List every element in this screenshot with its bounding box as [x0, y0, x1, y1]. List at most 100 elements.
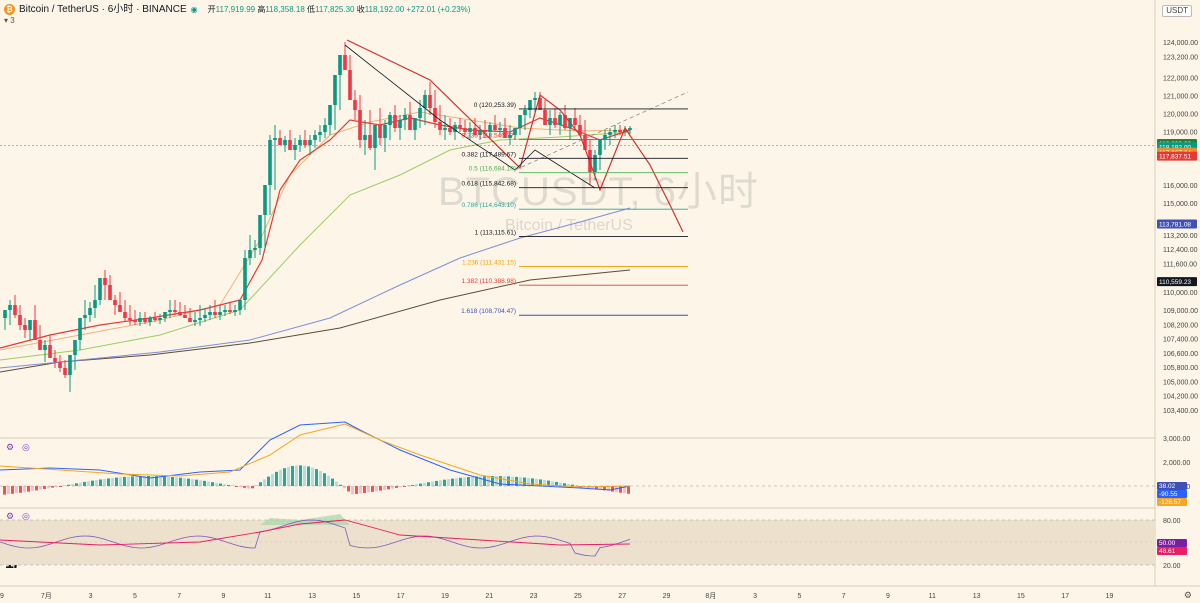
time-axis-label: 9 [886, 593, 890, 600]
candle-body [368, 135, 372, 148]
indicator-count-toggle[interactable]: ▾ 3 [4, 16, 15, 25]
time-axis-label: 3 [753, 593, 757, 600]
candle-body [133, 320, 137, 322]
candle-body [563, 115, 567, 128]
candle-body [283, 140, 287, 145]
price-tick-label: 104,200.00 [1163, 394, 1198, 401]
macd-histogram-bar [91, 480, 94, 486]
candle-body [388, 115, 392, 125]
candle-body [263, 185, 267, 215]
candle-body [593, 155, 597, 172]
macd-histogram-bar [231, 485, 234, 486]
currency-button[interactable]: USDT [1162, 5, 1192, 17]
candle-body [98, 278, 102, 300]
candle-body [58, 362, 62, 368]
macd-histogram-bar [11, 486, 14, 494]
price-tick-label: 113,200.00 [1163, 233, 1198, 240]
macd-histogram-bar [67, 484, 70, 486]
macd-histogram-bar [27, 486, 30, 492]
visibility-eye-icon[interactable]: ◉ [190, 4, 198, 14]
macd-histogram-bar [335, 481, 338, 486]
candle-body [103, 278, 107, 285]
candle-body [373, 125, 377, 148]
macd-histogram-bar [383, 486, 386, 490]
time-axis-label: 13 [308, 593, 316, 600]
symbol-title[interactable]: Bitcoin / TetherUS · 6小时 · BINANCE [19, 3, 187, 15]
time-axis-label: 23 [530, 593, 538, 600]
settings-gear-icon[interactable]: ⚙ [1183, 590, 1192, 600]
macd-histogram-bar [187, 478, 190, 486]
price-tick-label: 105,000.00 [1163, 379, 1198, 386]
macd-histogram-bar [359, 486, 362, 494]
candle-body [463, 128, 467, 132]
indicator-count: 3 [10, 16, 15, 25]
candle-body [223, 310, 227, 312]
time-axis-label: 19 [1106, 593, 1114, 600]
macd-histogram-bar [439, 480, 442, 486]
candle-body [178, 312, 182, 315]
candle-body [253, 248, 257, 250]
price-tag-label: 113,781.08 [1159, 222, 1191, 229]
macd-histogram-bar [435, 480, 438, 486]
candle-body [43, 345, 47, 350]
macd-histogram-bar [527, 477, 530, 486]
candle-body [413, 118, 417, 130]
candle-body [108, 285, 112, 300]
macd-tag-bg [1157, 482, 1187, 490]
time-axis-label: 3 [89, 593, 93, 600]
macd-histogram-bar [431, 481, 434, 486]
time-axis-label: 9 [222, 593, 226, 600]
macd-histogram-bar [499, 476, 502, 486]
candle-body [353, 100, 357, 110]
bitcoin-symbol-icon: ₿ [4, 4, 15, 15]
candle-body [518, 115, 522, 128]
rsi-settings-icon[interactable]: ⚙ [6, 511, 15, 521]
macd-histogram-bar [243, 486, 246, 488]
candle-body [403, 115, 407, 120]
candle-body [408, 115, 412, 130]
candle-body [533, 98, 537, 100]
candle-body [528, 100, 532, 110]
price-tick-label: 108,200.00 [1163, 322, 1198, 329]
macd-histogram-bar [395, 486, 398, 488]
rsi-tag-label: 48.61 [1159, 548, 1176, 555]
candle-body [558, 115, 562, 125]
macd-histogram-bar [603, 486, 606, 491]
candle-body [553, 118, 557, 125]
macd-histogram-bar [531, 478, 534, 486]
macd-histogram-bar [367, 486, 370, 493]
macd-histogram-bar [291, 465, 294, 486]
macd-histogram-bar [51, 486, 54, 488]
macd-histogram-bar [195, 479, 198, 486]
macd-settings-icon[interactable]: ⚙ [6, 442, 15, 452]
time-axis-label: 27 [618, 593, 626, 600]
macd-histogram-bar [3, 486, 6, 495]
close-value: 118,192.00 [364, 4, 405, 14]
candle-body [203, 315, 207, 318]
low-label: 低 [307, 4, 316, 14]
time-axis-label: 25 [574, 593, 582, 600]
macd-indicator-icon[interactable]: ◎ [22, 442, 30, 452]
rsi-indicator-icon[interactable]: ◎ [22, 511, 30, 521]
macd-histogram-bar [491, 476, 494, 486]
macd-histogram-bar [543, 480, 546, 486]
candle-body [418, 108, 422, 118]
macd-histogram-bar [247, 486, 250, 489]
ohlc-readout: 开117,919.99 高118,358.18 低117,825.30 收118… [208, 4, 471, 14]
candle-body [423, 95, 427, 108]
price-tick-label: 105,800.00 [1163, 365, 1198, 372]
candle-body [93, 300, 97, 308]
candle-body [183, 315, 187, 318]
candle-body [513, 128, 517, 135]
macd-histogram-bar [415, 484, 418, 486]
macd-histogram-bar [503, 476, 506, 486]
candle-body [348, 70, 352, 100]
macd-histogram-bar [151, 476, 154, 486]
candle-body [453, 125, 457, 132]
candle-body [448, 128, 452, 132]
candle-body [173, 310, 177, 312]
macd-histogram-bar [363, 486, 366, 493]
macd-histogram-bar [619, 486, 622, 493]
macd-histogram-bar [523, 477, 526, 486]
